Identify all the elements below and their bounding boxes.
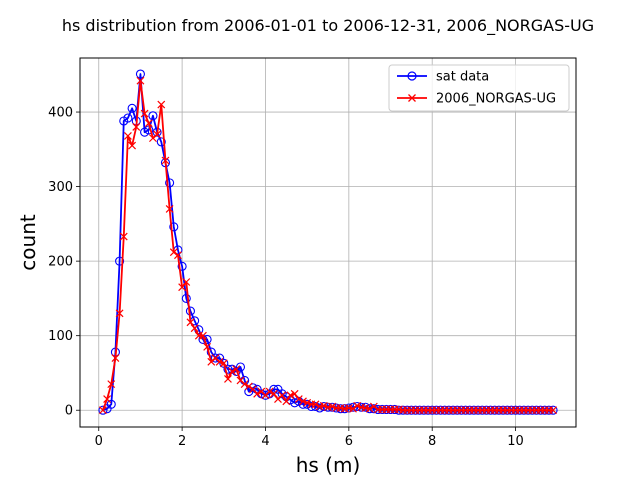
data-point	[103, 395, 112, 403]
data-point	[286, 391, 295, 400]
data-point	[182, 278, 191, 286]
plot-frame	[79, 57, 577, 428]
data-point	[228, 367, 237, 376]
y-tick-label: 300	[48, 180, 73, 195]
y-tick-label: 400	[48, 106, 73, 121]
data-point	[169, 222, 179, 232]
data-point	[549, 406, 558, 415]
x-tick-label: 8	[428, 434, 436, 449]
data-point	[123, 113, 133, 123]
data-point	[328, 402, 337, 411]
legend-marker-model	[408, 94, 416, 102]
data-point	[248, 383, 258, 393]
data-point	[107, 380, 116, 389]
data-point	[369, 402, 378, 411]
y-tick-label: 0	[65, 404, 73, 419]
data-point	[153, 130, 162, 139]
data-point	[177, 261, 187, 271]
data-point	[294, 395, 303, 403]
data-point	[165, 178, 175, 188]
data-point	[265, 387, 274, 396]
data-point	[203, 342, 212, 351]
data-point	[124, 131, 132, 140]
data-point	[290, 389, 299, 398]
data-point	[260, 390, 271, 400]
data-point	[186, 318, 195, 327]
data-point	[115, 309, 124, 318]
data-point	[365, 404, 374, 413]
legend: sat data 2006_NORGAS-UG	[388, 64, 570, 112]
data-point	[299, 397, 307, 406]
x-tick-label: 0	[95, 434, 103, 449]
data-point	[210, 353, 221, 363]
data-point	[278, 391, 287, 400]
data-point	[199, 331, 207, 340]
data-point	[165, 205, 174, 213]
data-point	[244, 382, 253, 391]
data-point	[232, 365, 241, 374]
data-point	[190, 324, 199, 333]
data-point	[240, 380, 249, 389]
data-point	[174, 251, 182, 260]
data-point	[135, 69, 145, 79]
data-point	[148, 111, 158, 121]
data-point	[111, 354, 120, 362]
data-point	[115, 256, 125, 266]
data-point	[306, 401, 316, 412]
data-point	[127, 103, 137, 113]
data-point	[161, 156, 170, 165]
y-tick-label: 200	[48, 255, 73, 270]
data-point	[144, 119, 153, 128]
x-tick-label: 4	[261, 434, 269, 449]
data-point	[98, 405, 108, 415]
legend-label-sat: sat data	[436, 70, 489, 85]
data-point	[253, 389, 262, 398]
data-point	[156, 137, 166, 147]
plot-area	[98, 69, 558, 415]
data-point	[235, 362, 246, 372]
data-point	[215, 357, 224, 366]
x-tick-label: 10	[507, 434, 524, 449]
series-1	[99, 76, 558, 415]
legend-box	[388, 64, 570, 112]
data-point	[206, 347, 216, 357]
data-point	[106, 399, 116, 409]
data-point	[140, 109, 149, 118]
data-point	[202, 334, 212, 344]
data-point	[181, 293, 191, 303]
data-point	[303, 398, 312, 407]
chart-title: hs distribution from 2006-01-01 to 2006-…	[62, 16, 594, 36]
legend-label-model: 2006_NORGAS-UG	[436, 92, 556, 107]
data-point	[269, 389, 278, 398]
data-point	[311, 400, 320, 409]
x-tick-label: 6	[345, 434, 353, 449]
data-point	[219, 359, 228, 368]
grid	[80, 58, 576, 427]
data-point	[169, 248, 178, 257]
data-point	[282, 397, 291, 406]
data-point	[224, 374, 232, 383]
data-point	[223, 364, 233, 374]
y-axis-label: count	[16, 214, 40, 271]
data-point	[99, 406, 107, 415]
x-tick-label: 2	[178, 434, 186, 449]
data-point	[119, 232, 128, 241]
data-point	[132, 123, 141, 131]
data-point	[290, 398, 300, 408]
data-point	[353, 401, 362, 410]
data-point	[136, 76, 145, 85]
y-tick-label: 100	[48, 329, 73, 344]
data-point	[157, 100, 166, 109]
legend-marker-sat	[407, 71, 417, 81]
data-point	[128, 141, 137, 150]
data-point	[178, 283, 187, 292]
x-axis-label: hs (m)	[296, 453, 361, 477]
data-point	[349, 404, 357, 413]
data-point	[219, 358, 229, 368]
data-point	[319, 401, 328, 410]
